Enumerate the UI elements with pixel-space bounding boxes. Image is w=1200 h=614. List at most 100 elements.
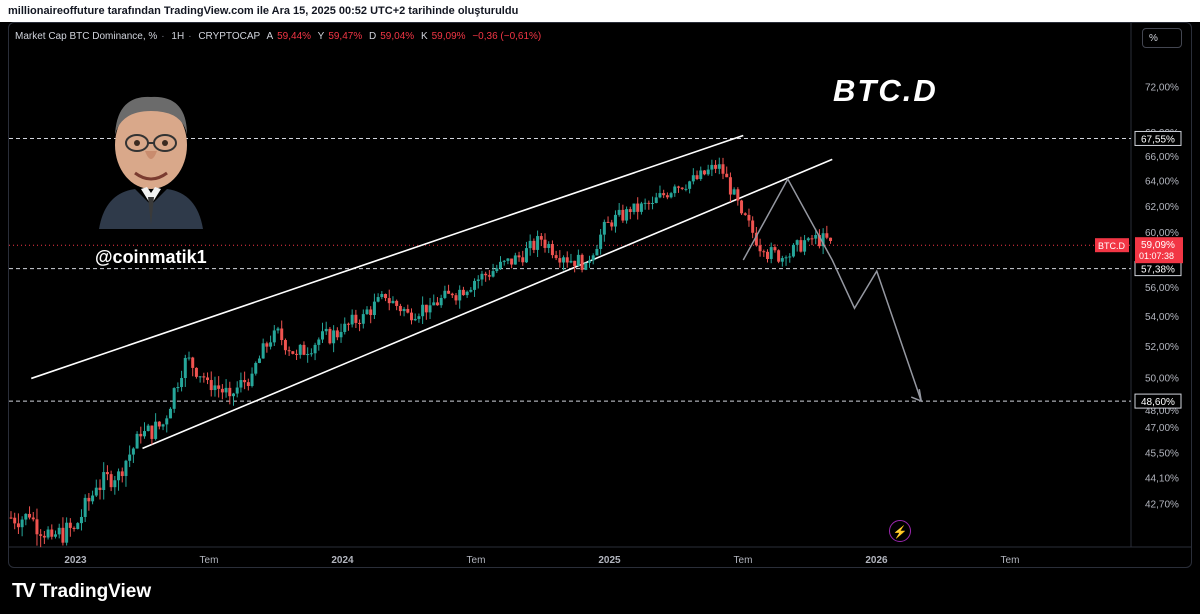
- legend-interval[interactable]: 1H: [171, 31, 185, 42]
- candle-body: [491, 271, 495, 277]
- candle-body: [150, 425, 154, 439]
- attribution-text: millionaireoffuture tarafından TradingVi…: [8, 5, 519, 17]
- projection-arrowhead: [910, 388, 923, 403]
- candle-body: [591, 255, 595, 261]
- x-tick-label: 2023: [64, 555, 87, 566]
- candle-body: [469, 289, 473, 292]
- legend-symbol[interactable]: Market Cap BTC Dominance, %: [15, 31, 158, 42]
- candle-body: [617, 209, 621, 215]
- candle-body: [254, 362, 258, 374]
- candle-body: [721, 164, 725, 174]
- candle-body: [699, 170, 703, 180]
- candle-body: [435, 302, 439, 306]
- candle-body: [376, 297, 380, 302]
- legend-close: 59,09%: [431, 31, 466, 42]
- tradingview-wordmark: TradingView: [39, 580, 152, 602]
- candle-body: [287, 350, 291, 352]
- y-tick-label: 47,00%: [1145, 423, 1179, 434]
- candle-body: [61, 527, 65, 543]
- y-tick-label: 64,00%: [1145, 177, 1179, 188]
- candle-body: [113, 480, 117, 488]
- candle-body: [576, 254, 580, 267]
- y-tick-label: 42,70%: [1145, 499, 1179, 510]
- candle-body: [232, 393, 235, 397]
- scale-toggle-button[interactable]: %: [1142, 28, 1182, 48]
- candle-body: [606, 221, 610, 223]
- candle-body: [235, 387, 239, 394]
- candle-body: [50, 529, 54, 537]
- candle-body: [131, 448, 135, 455]
- candle-body: [250, 373, 254, 386]
- candle-body: [528, 240, 532, 249]
- candle-body: [398, 305, 402, 312]
- candle-body: [510, 258, 514, 265]
- candle-body: [573, 260, 577, 267]
- candle-body: [480, 273, 484, 280]
- candle-body: [410, 312, 413, 321]
- candle-body: [346, 323, 350, 325]
- legend-high: 59,47%: [328, 31, 363, 42]
- candle-body: [384, 294, 388, 299]
- y-tick-label: 66,00%: [1145, 152, 1179, 163]
- candle-body: [124, 460, 128, 477]
- candle-body: [513, 255, 517, 265]
- candle-body: [365, 309, 369, 315]
- tradingview-logo[interactable]: TV TradingView: [12, 580, 151, 603]
- candle-body: [791, 244, 795, 257]
- x-tick-label: Tem: [467, 555, 486, 566]
- candle-body: [291, 351, 295, 354]
- candle-body: [450, 293, 454, 296]
- candle-body: [677, 186, 680, 188]
- level-tag-label: 67,55%: [1141, 134, 1175, 145]
- candle-body: [358, 322, 362, 324]
- candle-body: [128, 454, 132, 461]
- candle-body: [543, 239, 547, 248]
- y-tick-label: 62,00%: [1145, 202, 1179, 213]
- candle-body: [643, 202, 647, 204]
- candle-body: [654, 197, 658, 203]
- candle-body: [198, 376, 202, 378]
- candle-body: [213, 385, 217, 391]
- candle-body: [725, 173, 729, 178]
- candle-body: [814, 235, 818, 239]
- candle-body: [424, 304, 428, 313]
- candle-body: [780, 258, 784, 262]
- candle-body: [157, 421, 161, 427]
- candle-body: [473, 280, 477, 290]
- x-tick-label: 2025: [598, 555, 621, 566]
- candle-body: [354, 314, 358, 323]
- candle-body: [539, 236, 543, 240]
- candle-body: [120, 471, 124, 477]
- y-tick-label: 48,00%: [1145, 406, 1179, 417]
- candle-body: [762, 251, 766, 253]
- lightning-icon[interactable]: ⚡: [889, 520, 911, 542]
- candle-body: [691, 175, 695, 182]
- x-tick-label: 2024: [331, 555, 354, 566]
- candle-body: [369, 309, 373, 316]
- candle-body: [621, 209, 625, 221]
- candle-body: [139, 433, 143, 437]
- candle-body: [439, 297, 443, 306]
- candle-body: [165, 418, 169, 425]
- candle-body: [740, 200, 744, 214]
- y-tick-label: 72,00%: [1145, 83, 1179, 94]
- candle-body: [54, 534, 57, 537]
- legend-low-label: D: [369, 31, 377, 42]
- candle-body: [246, 382, 250, 386]
- candle-body: [625, 209, 629, 221]
- x-tick-label: Tem: [734, 555, 753, 566]
- candle-body: [406, 308, 410, 313]
- candle-body: [476, 279, 480, 281]
- candle-body: [788, 256, 792, 258]
- chart-canvas[interactable]: 72,00%68,00%66,00%64,00%62,00%60,00%58,0…: [9, 23, 1192, 568]
- chart-frame[interactable]: 72,00%68,00%66,00%64,00%62,00%60,00%58,0…: [8, 22, 1192, 568]
- legend-low: 59,04%: [380, 31, 415, 42]
- level-tag-box: [1134, 393, 1182, 409]
- symbol-legend: Market Cap BTC Dominance, % · 1H · CRYPTOC…: [15, 31, 542, 42]
- price-tag-symbol-box: [1095, 238, 1129, 253]
- candle-body: [817, 235, 821, 247]
- candle-body: [613, 214, 617, 227]
- candle-body: [732, 189, 736, 195]
- candle-body: [31, 517, 35, 520]
- candle-body: [484, 273, 488, 276]
